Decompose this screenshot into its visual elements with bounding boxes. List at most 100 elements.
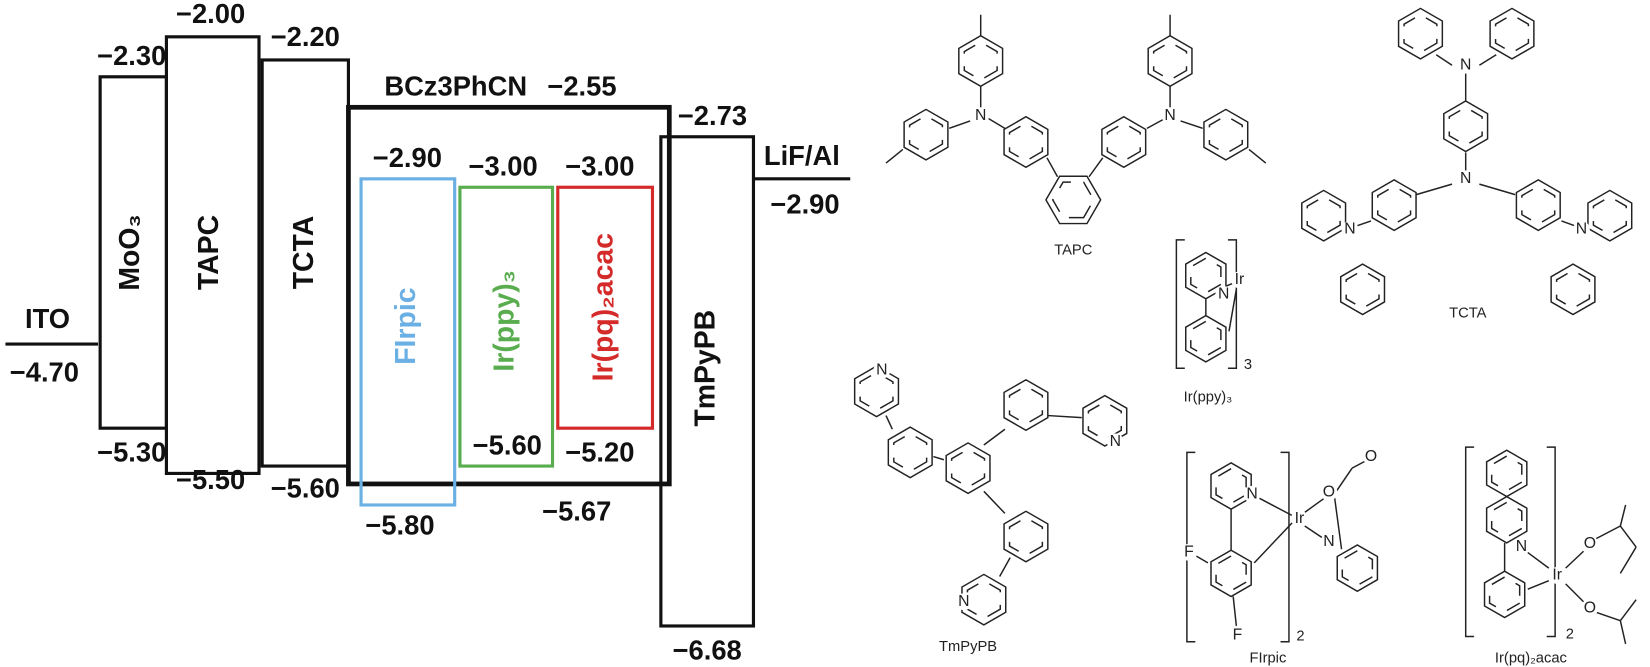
atom-bg	[1320, 533, 1338, 551]
ring-inner	[1341, 549, 1374, 587]
ring-inner	[1490, 455, 1523, 492]
layer-name: TAPC	[193, 215, 225, 290]
ring-inner	[1306, 195, 1341, 236]
structure-name: Ir(ppy)₃	[1184, 390, 1233, 406]
dopant-box	[359, 177, 457, 507]
ring-inner	[1403, 13, 1438, 54]
atom-label: N	[958, 593, 969, 610]
structure-name: TAPC	[1054, 242, 1093, 258]
ring	[1336, 544, 1379, 593]
ring-inner	[1106, 122, 1141, 162]
atom-bg	[1362, 448, 1380, 466]
atom-label: N	[975, 107, 986, 124]
ring	[1082, 394, 1128, 447]
bond	[1527, 580, 1550, 590]
level-label: −2.30	[97, 40, 166, 71]
ring-inner	[859, 371, 894, 412]
host-box	[346, 104, 672, 487]
ring-inner	[1152, 41, 1188, 81]
bond	[1565, 583, 1585, 603]
bond	[1565, 550, 1585, 569]
level-label: −5.80	[365, 509, 434, 540]
atom-label: N	[1218, 286, 1229, 303]
atom-bg	[1341, 220, 1359, 238]
ring	[1003, 378, 1049, 432]
bond	[1619, 620, 1627, 645]
bracket	[1464, 446, 1475, 638]
ring-inner	[908, 114, 944, 155]
ring-inner	[1488, 576, 1521, 613]
bond	[1435, 54, 1453, 66]
ring	[1203, 108, 1249, 161]
ring	[1301, 189, 1347, 242]
level-label: −5.50	[176, 464, 245, 495]
atom-bg	[1457, 56, 1475, 74]
bond	[1619, 525, 1637, 548]
atom-bg	[1548, 567, 1566, 584]
atom-label: N	[1246, 486, 1257, 503]
ring	[1550, 263, 1596, 316]
atom-label: Ir	[1235, 271, 1245, 288]
layer-box	[659, 135, 756, 628]
level-label: −2.55	[547, 71, 616, 102]
bond	[885, 415, 893, 430]
atom-bg	[1320, 483, 1338, 501]
atom-bg	[955, 593, 973, 611]
ring	[1515, 179, 1561, 232]
ring-inner	[1494, 13, 1530, 54]
atom-label: O	[1365, 448, 1377, 465]
atom-bg	[1581, 535, 1599, 553]
atom-bg	[1573, 220, 1590, 238]
ring-inner	[1190, 257, 1222, 294]
atom-label: N	[1576, 221, 1587, 238]
ring	[1147, 34, 1193, 88]
bond	[1228, 289, 1238, 332]
level-label: −3.00	[468, 151, 537, 182]
bond	[1595, 525, 1621, 540]
bond	[1304, 498, 1325, 513]
bond	[1088, 157, 1104, 178]
bond	[1619, 546, 1637, 574]
atom-bg	[1161, 107, 1179, 125]
level-label: −2.73	[678, 100, 747, 131]
ring	[1485, 495, 1528, 544]
atom-bg	[1243, 486, 1261, 503]
structure-name: TCTA	[1449, 305, 1487, 321]
ring-inner	[966, 579, 1002, 620]
bond	[1046, 157, 1059, 178]
level-label: −2.20	[271, 21, 340, 52]
level-label: −4.70	[10, 357, 79, 388]
dopant-box	[556, 185, 655, 430]
ring-inner	[1592, 195, 1627, 236]
ring-inner	[1215, 467, 1247, 505]
atom-bg	[1228, 627, 1246, 644]
ring-inner	[1521, 185, 1556, 225]
ring	[1443, 100, 1489, 153]
ring-inner	[893, 432, 928, 473]
level-label: −5.20	[565, 437, 634, 468]
ring	[1339, 263, 1386, 316]
atom-bg	[1180, 543, 1198, 561]
ring	[1397, 7, 1444, 60]
level-label: −2.90	[770, 188, 839, 219]
ring	[1485, 449, 1528, 498]
ring-inner	[1008, 516, 1044, 557]
bond	[1253, 522, 1293, 564]
bond	[1416, 183, 1453, 196]
bracket	[1546, 446, 1556, 638]
ring-inner	[963, 41, 998, 81]
bond	[1333, 494, 1343, 550]
bond	[1479, 183, 1516, 196]
atom-label: N	[1460, 170, 1471, 187]
bond	[1248, 148, 1267, 164]
ring-inner	[1555, 269, 1591, 310]
atom-bg	[1215, 286, 1233, 303]
bond	[1232, 596, 1238, 627]
bracket	[1175, 239, 1185, 369]
atom-label: N	[1516, 538, 1527, 555]
bond	[1333, 467, 1353, 495]
ring-inner	[1051, 181, 1095, 219]
layer-box	[164, 35, 261, 476]
atom-label: O	[1584, 535, 1596, 552]
